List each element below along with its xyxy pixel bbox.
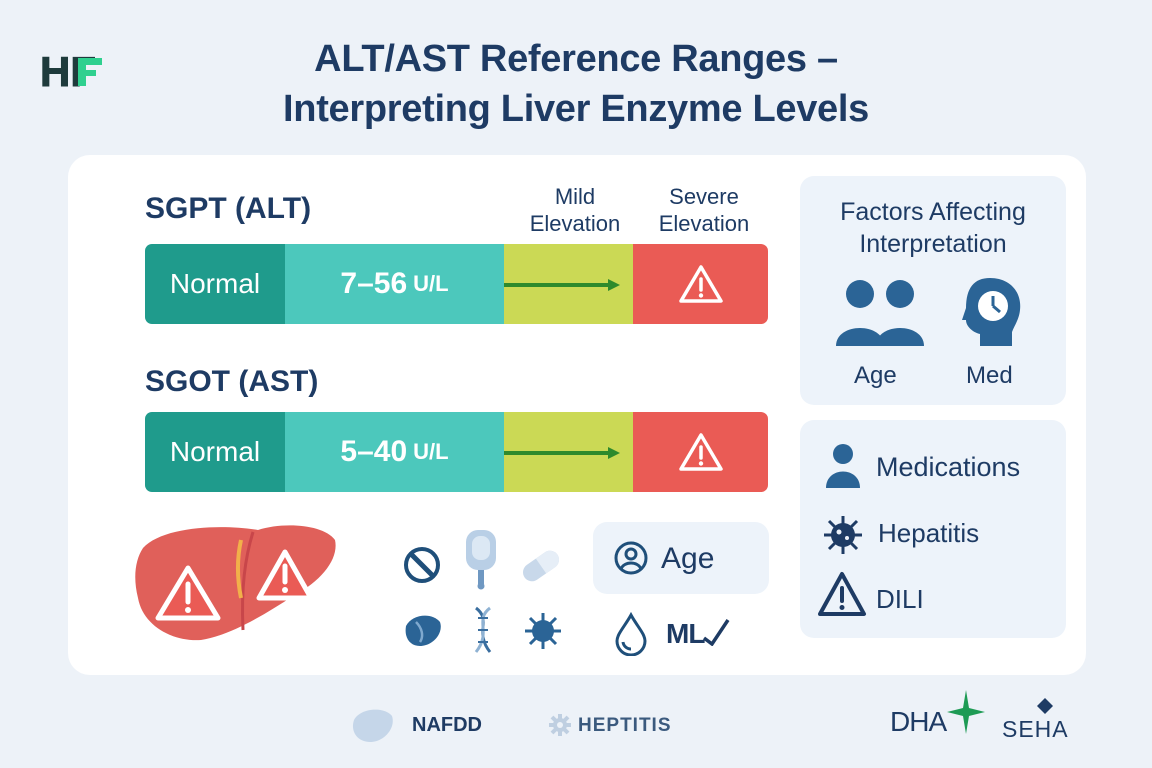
warning-icon (818, 572, 866, 616)
ml-label: ML (666, 618, 705, 649)
checkmark-icon (702, 619, 730, 646)
iv-bag-icon (466, 530, 496, 590)
dha-star-icon (947, 690, 985, 734)
gear-icon (549, 714, 571, 736)
factors-title-line-1: Factors Affecting (840, 198, 1026, 226)
factor-hepatitis-label: Hepatitis (878, 518, 980, 548)
capsule-icon (522, 550, 560, 582)
factor-med-label: Med (966, 362, 1013, 389)
alt-label: SGPT (ALT) (145, 192, 312, 225)
seha-diamond-icon (1037, 698, 1053, 714)
no-entry-icon (404, 547, 440, 583)
user-circle-icon (614, 541, 648, 575)
title-line-1: ALT/AST Reference Ranges – (314, 38, 838, 80)
person-icon (826, 444, 860, 488)
factors-title-line-2: Interpretation (859, 230, 1007, 258)
alt-severe-segment (633, 244, 768, 324)
virus-icon (525, 613, 561, 649)
factor-medications-label: Medications (876, 452, 1021, 482)
ast-label: SGOT (AST) (145, 365, 319, 398)
age-chip-label: Age (661, 542, 715, 575)
hf-logo: HF (40, 48, 102, 92)
arrow-right-icon (504, 279, 620, 291)
ast-range-segment: 5–40 U/L (285, 412, 504, 492)
liver-icon (352, 709, 393, 742)
alt-mild-segment (504, 244, 633, 324)
warning-icon (678, 265, 723, 303)
dna-icon (474, 606, 492, 653)
ast-mild-segment (504, 412, 633, 492)
ast-range-bar: Normal 5–40 U/L (145, 412, 768, 492)
mild-line-1: Mild (554, 184, 596, 209)
liver-lobe-icon (405, 615, 441, 646)
footer-hepatitis: HEPTITIS (578, 715, 672, 736)
title-line-2: Interpreting Liver Enzyme Levels (283, 88, 869, 130)
alt-range-value: 7–56 (340, 267, 408, 300)
people-icon (836, 280, 924, 346)
factor-age-label: Age (854, 362, 897, 389)
seha-logo: SEHA (1002, 716, 1069, 742)
age-chip: Age (593, 522, 769, 594)
mild-elevation-header: Mild Elevation (505, 183, 645, 237)
severe-line-2: Elevation (658, 211, 750, 236)
head-clock-icon (962, 278, 1021, 346)
virus-icon (824, 516, 862, 554)
droplet-icon (615, 612, 647, 656)
severe-elevation-header: Severe Elevation (634, 183, 774, 237)
alt-range-bar: Normal 7–56 U/L (145, 244, 768, 324)
footer-nafdd: NAFDD (412, 714, 482, 736)
alt-range-segment: 7–56 U/L (285, 244, 504, 324)
ast-severe-segment (633, 412, 768, 492)
dha-logo: DHA (890, 706, 947, 737)
factor-dili-label: DILI (876, 584, 924, 614)
ast-range-value: 5–40 (340, 435, 408, 468)
liver-warning-icon (135, 525, 336, 641)
page-title: ALT/AST Reference Ranges – Interpreting … (0, 34, 1152, 134)
mild-line-2: Elevation (529, 211, 621, 236)
warning-icon (678, 433, 723, 471)
factors-title: Factors Affecting Interpretation (800, 196, 1066, 260)
alt-normal-segment: Normal (145, 244, 285, 324)
ast-range-unit: U/L (413, 439, 449, 464)
arrow-right-icon (504, 447, 620, 459)
factor-list-panel: Medications Hepatitis DILI (800, 420, 1066, 638)
factors-panel: Factors Affecting Interpretation Age Med (800, 176, 1066, 405)
ast-normal-segment: Normal (145, 412, 285, 492)
severe-line-1: Severe (669, 184, 739, 209)
alt-range-unit: U/L (413, 271, 449, 296)
